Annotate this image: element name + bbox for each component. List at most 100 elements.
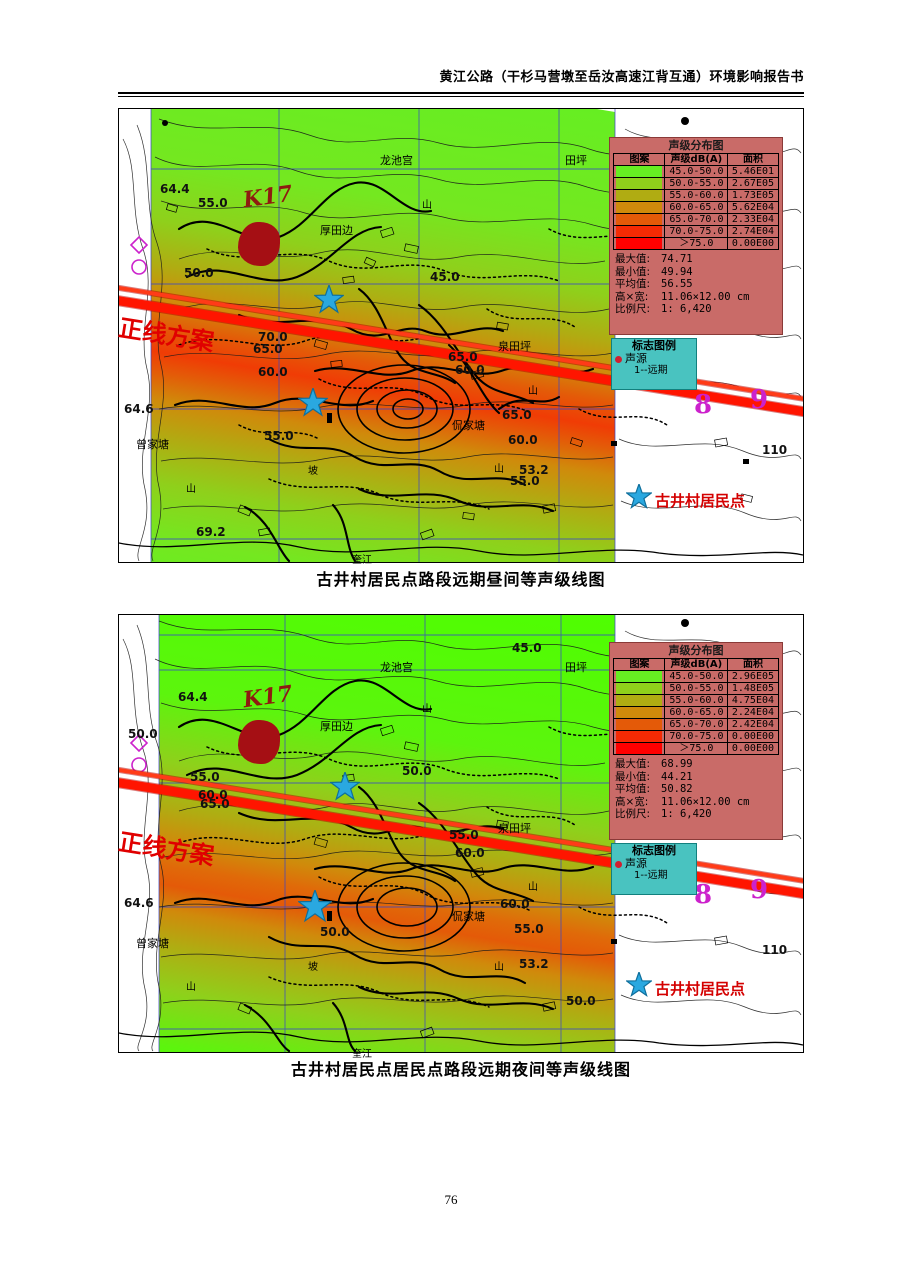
legend-row: 55.0-60.0 1.73E05 <box>613 189 779 202</box>
reservoir-polygon-day <box>238 222 280 266</box>
stat-value: 68.99 <box>661 758 693 770</box>
stat-label: 比例尺: <box>615 808 651 820</box>
legend-header-row-night: 图案 声级dB(A) 面积 <box>613 658 779 671</box>
legend-col-level-day: 声级dB(A) <box>664 153 729 166</box>
legend-area-value: 2.67E05 <box>727 177 779 190</box>
stat-line: 比例尺: 1: 6,420 <box>615 808 782 821</box>
symbol-legend-night: 标志图例 声源 1--远期 <box>611 843 697 895</box>
legend-color-swatch <box>613 670 666 683</box>
legend-color-swatch <box>613 706 666 719</box>
legend-level-range: 50.0-55.0 <box>664 177 729 190</box>
legend-area-value: 2.74E04 <box>727 225 779 238</box>
legend-level-range: 55.0-60.0 <box>664 694 729 707</box>
stat-line: 最大值: 68.99 <box>615 758 782 771</box>
stat-value: 50.82 <box>661 783 693 795</box>
legend-col-pattern-night: 图案 <box>613 658 666 671</box>
legend-level-range: 65.0-70.0 <box>664 213 729 226</box>
stat-label: 高×宽: <box>615 290 649 303</box>
page-number: 76 <box>444 1192 458 1207</box>
legend-color-swatch <box>613 189 666 202</box>
legend-level-range: 70.0-75.0 <box>664 225 729 238</box>
legend-col-area-day: 面积 <box>727 153 779 166</box>
stat-line: 高×宽: 11.06×12.00 cm <box>615 796 782 809</box>
legend-table-night: 图案 声级dB(A) 面积 45.0-50.0 2.96E05 50.0-55.0 1… <box>613 658 779 755</box>
stat-label: 最大值: <box>615 758 651 770</box>
stat-value: 44.21 <box>661 770 693 783</box>
stat-label: 平均值: <box>615 783 651 795</box>
sound-source-dot-icon <box>615 355 622 363</box>
legend-row: 65.0-70.0 2.42E04 <box>613 718 779 731</box>
legend-col-pattern-day: 图案 <box>613 153 666 166</box>
legend-level-range: 45.0-50.0 <box>664 670 729 683</box>
legend-area-value: 0.00E00 <box>727 742 779 755</box>
stat-label: 最小值: <box>615 265 651 278</box>
legend-area-value: 2.24E04 <box>727 706 779 719</box>
legend-row: 50.0-55.0 2.67E05 <box>613 177 779 190</box>
legend-row: 60.0-65.0 2.24E04 <box>613 706 779 719</box>
stat-line: 高×宽: 11.06×12.00 cm <box>615 291 782 304</box>
topographic-base-day <box>119 109 803 562</box>
symbol-legend-day: 标志图例 声源 1--远期 <box>611 338 697 390</box>
legend-area-value: 5.46E01 <box>727 165 779 178</box>
stat-value: 11.06×12.00 cm <box>661 795 750 808</box>
legend-title-day: 声级分布图 <box>668 139 724 152</box>
symbol-legend-sub-day: 1--远期 <box>634 365 668 376</box>
legend-header-row-day: 图案 声级dB(A) 面积 <box>613 153 779 166</box>
stat-value: 1: 6,420 <box>661 808 712 820</box>
legend-level-range: 45.0-50.0 <box>664 165 729 178</box>
legend-row: 60.0-65.0 5.62E04 <box>613 201 779 214</box>
stat-label: 高×宽: <box>615 795 649 808</box>
stat-line: 最小值: 44.21 <box>615 771 782 784</box>
legend-row: ＞75.0 0.00E00 <box>613 237 779 250</box>
legend-area-value: 5.62E04 <box>727 201 779 214</box>
legend-row: 70.0-75.0 2.74E04 <box>613 225 779 238</box>
legend-area-value: 0.00E00 <box>727 730 779 743</box>
legend-area-value: 1.48E05 <box>727 682 779 695</box>
legend-area-value: 4.75E04 <box>727 694 779 707</box>
legend-color-swatch <box>613 225 666 238</box>
symbol-legend-sub-night: 1--远期 <box>634 870 668 881</box>
legend-color-swatch <box>613 237 666 250</box>
legend-row: 65.0-70.0 2.33E04 <box>613 213 779 226</box>
reservoir-polygon-night <box>238 720 280 764</box>
legend-level-range: 70.0-75.0 <box>664 730 729 743</box>
legend-title-night: 声级分布图 <box>668 644 724 657</box>
legend-row: ＞75.0 0.00E00 <box>613 742 779 755</box>
legend-level-range: 60.0-65.0 <box>664 201 729 214</box>
legend-stats-night: 最大值: 68.99 最小值: 44.21 平均值: 50.82 高×宽: 11.06×12.… <box>615 758 782 821</box>
document-header-title: 黄江公路（干杉马营墩至岳汝高速江背互通）环境影响报告书 <box>439 70 804 85</box>
legend-row: 45.0-50.0 5.46E01 <box>613 165 779 178</box>
legend-color-swatch <box>613 201 666 214</box>
legend-table-day: 图案 声级dB(A) 面积 45.0-50.0 5.46E01 50.0-55.0 2… <box>613 153 779 250</box>
figure-caption-day: 古井村居民点路段远期昼间等声级线图 <box>316 570 606 589</box>
stat-label: 比例尺: <box>615 303 651 315</box>
legend-level-range: 65.0-70.0 <box>664 718 729 731</box>
legend-row: 50.0-55.0 1.48E05 <box>613 682 779 695</box>
legend-color-swatch <box>613 682 666 695</box>
stat-line: 平均值: 56.55 <box>615 278 782 291</box>
stat-line: 平均值: 50.82 <box>615 783 782 796</box>
legend-level-range: ＞75.0 <box>664 742 729 755</box>
legend-col-level-night: 声级dB(A) <box>664 658 729 671</box>
legend-stats-day: 最大值: 74.71 最小值: 49.94 平均值: 56.55 高×宽: 11.06×12.… <box>615 253 782 316</box>
stat-label: 最小值: <box>615 770 651 783</box>
noise-level-legend-night: 声级分布图 图案 声级dB(A) 面积 45.0-50.0 2.96E05 50.0… <box>609 642 783 840</box>
stat-line: 最小值: 49.94 <box>615 266 782 279</box>
stat-value: 49.94 <box>661 265 693 278</box>
legend-level-range: ＞75.0 <box>664 237 729 250</box>
legend-area-value: 0.00E00 <box>727 237 779 250</box>
legend-col-area-night: 面积 <box>727 658 779 671</box>
legend-level-range: 50.0-55.0 <box>664 682 729 695</box>
stat-line: 比例尺: 1: 6,420 <box>615 303 782 316</box>
legend-area-value: 1.73E05 <box>727 189 779 202</box>
legend-level-range: 60.0-65.0 <box>664 706 729 719</box>
stat-label: 平均值: <box>615 278 651 290</box>
symbol-legend-title-night: 标志图例 <box>632 844 676 857</box>
symbol-legend-item-night: 声源 <box>612 857 696 870</box>
legend-area-value: 2.96E05 <box>727 670 779 683</box>
legend-color-swatch <box>613 742 666 755</box>
legend-row: 45.0-50.0 2.96E05 <box>613 670 779 683</box>
legend-color-swatch <box>613 694 666 707</box>
stat-value: 74.71 <box>661 253 693 265</box>
